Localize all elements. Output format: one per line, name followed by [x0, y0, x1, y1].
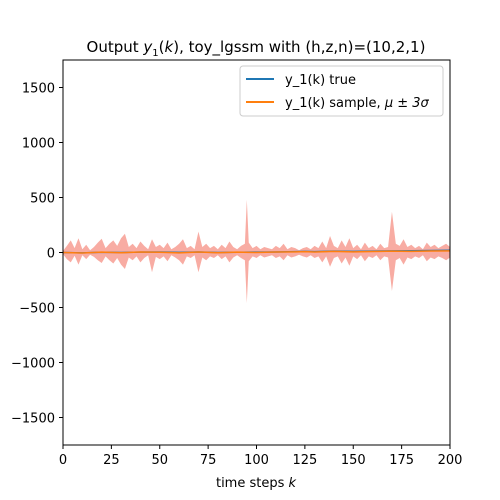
x-axis-label: time steps k	[216, 476, 297, 491]
x-tick-label: 175	[389, 453, 414, 468]
legend: y_1(k) true y_1(k) sample, μ ± 3σ	[239, 65, 444, 117]
y-axis: −1500 −1000 −500 0 500 1000 1500	[11, 82, 63, 427]
uncertainty-band	[63, 199, 450, 304]
legend-box	[239, 65, 444, 117]
x-tick-label: 0	[59, 453, 67, 468]
y-tick-label: −500	[19, 302, 55, 317]
x-tick-label: 25	[103, 453, 120, 468]
x-tick-label: 200	[438, 453, 463, 468]
y-tick-label: 500	[30, 192, 55, 207]
series-line-sample	[62, 250, 451, 254]
y-tick-label: −1000	[11, 357, 55, 372]
chart-marks	[62, 199, 451, 304]
legend-label-true: y_1(k) true	[285, 73, 356, 88]
y-tick-label: 1000	[22, 137, 55, 152]
x-axis: 0 25 50 75 100 125 150 175 200	[59, 445, 463, 468]
chart-title: Output y1(k), toy_lgssm with (h,z,n)=(10…	[87, 38, 426, 59]
x-tick-label: 125	[292, 453, 317, 468]
x-tick-label: 50	[151, 453, 168, 468]
legend-label-sample: y_1(k) sample, μ ± 3σ	[285, 96, 430, 111]
y-tick-label: 1500	[22, 82, 55, 97]
y-tick-label: 0	[47, 247, 55, 262]
x-tick-label: 100	[244, 453, 269, 468]
x-tick-label: 150	[341, 453, 366, 468]
y-tick-label: −1500	[11, 412, 55, 427]
x-tick-label: 75	[200, 453, 217, 468]
